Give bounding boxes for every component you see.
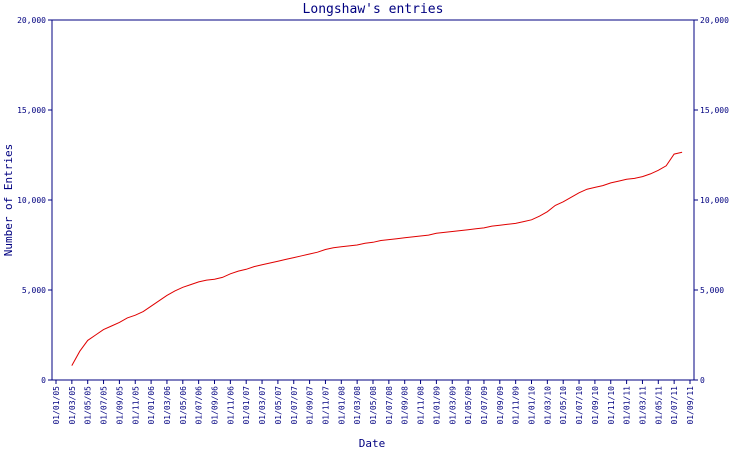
x-tick-label: 01/01/10 — [528, 386, 537, 425]
x-tick-label: 01/03/11 — [638, 386, 647, 425]
x-tick-label: 01/09/05 — [115, 386, 124, 425]
x-tick-label: 01/11/10 — [607, 386, 616, 425]
y-axis-label: Number of Entries — [2, 144, 15, 257]
x-tick-label: 01/03/08 — [353, 386, 362, 425]
y-tick-label-right: 20,000 — [700, 16, 729, 25]
x-tick-label: 01/09/08 — [401, 386, 410, 425]
x-tick-label: 01/11/08 — [417, 386, 426, 425]
y-tick-label-left: 10,000 — [17, 196, 46, 205]
x-tick-label: 01/05/10 — [559, 386, 568, 425]
x-tick-label: 01/07/06 — [195, 386, 204, 425]
y-tick-label-left: 0 — [41, 376, 46, 385]
x-tick-label: 01/09/09 — [496, 386, 505, 425]
x-tick-label: 01/05/06 — [179, 386, 188, 425]
y-tick-label-left: 20,000 — [17, 16, 46, 25]
x-tick-label: 01/11/05 — [131, 386, 140, 425]
x-tick-label: 01/03/10 — [543, 386, 552, 425]
x-tick-label: 01/11/09 — [512, 386, 521, 425]
x-tick-label: 01/07/09 — [480, 386, 489, 425]
x-tick-label: 01/05/07 — [274, 386, 283, 425]
x-tick-label: 01/07/10 — [575, 386, 584, 425]
x-tick-label: 01/05/05 — [84, 386, 93, 425]
series-line — [71, 151, 683, 366]
x-tick-label: 01/03/06 — [163, 386, 172, 425]
x-tick-label: 01/03/05 — [68, 386, 77, 425]
x-tick-label: 01/07/05 — [100, 386, 109, 425]
x-tick-label: 01/07/08 — [385, 386, 394, 425]
x-tick-label: 01/09/10 — [591, 386, 600, 425]
x-tick-label: 01/01/11 — [623, 386, 632, 425]
x-tick-label: 01/09/06 — [211, 386, 220, 425]
x-tick-label: 01/05/08 — [369, 386, 378, 425]
y-tick-label-right: 15,000 — [700, 106, 729, 115]
y-tick-label-left: 15,000 — [17, 106, 46, 115]
x-tick-label: 01/01/06 — [147, 386, 156, 425]
x-tick-label: 01/09/11 — [686, 386, 695, 425]
x-tick-label: 01/07/07 — [290, 386, 299, 425]
x-tick-label: 01/07/11 — [670, 386, 679, 425]
x-tick-label: 01/01/05 — [52, 386, 61, 425]
y-tick-label-right: 0 — [700, 376, 705, 385]
y-axis-right: 0 5,000 10,000 15,000 20,000 — [694, 16, 729, 385]
x-tick-label: 01/03/07 — [258, 386, 267, 425]
x-tick-label: 01/11/06 — [226, 386, 235, 425]
x-tick-label: 01/05/09 — [464, 386, 473, 425]
y-axis-left: 0 5,000 10,000 15,000 20,000 — [17, 16, 52, 385]
x-tick-label: 01/01/09 — [432, 386, 441, 425]
plot-frame — [51, 19, 695, 381]
x-axis-label: Date — [359, 437, 386, 450]
x-tick-label: 01/01/07 — [242, 386, 251, 425]
x-axis: 01/01/05 01/03/05 01/05/05 01/07/05 01/09/05… — [52, 380, 695, 425]
x-tick-label: 01/11/07 — [321, 386, 330, 425]
chart-title: Longshaw's entries — [303, 2, 444, 17]
series-layer — [71, 151, 683, 366]
y-tick-label-left: 5,000 — [22, 286, 46, 295]
x-tick-label: 01/05/11 — [654, 386, 663, 425]
x-tick-label: 01/09/07 — [306, 386, 315, 425]
x-tick-label: 01/01/08 — [337, 386, 346, 425]
x-tick-label: 01/03/09 — [448, 386, 457, 425]
y-tick-label-right: 5,000 — [700, 286, 724, 295]
y-tick-label-right: 10,000 — [700, 196, 729, 205]
